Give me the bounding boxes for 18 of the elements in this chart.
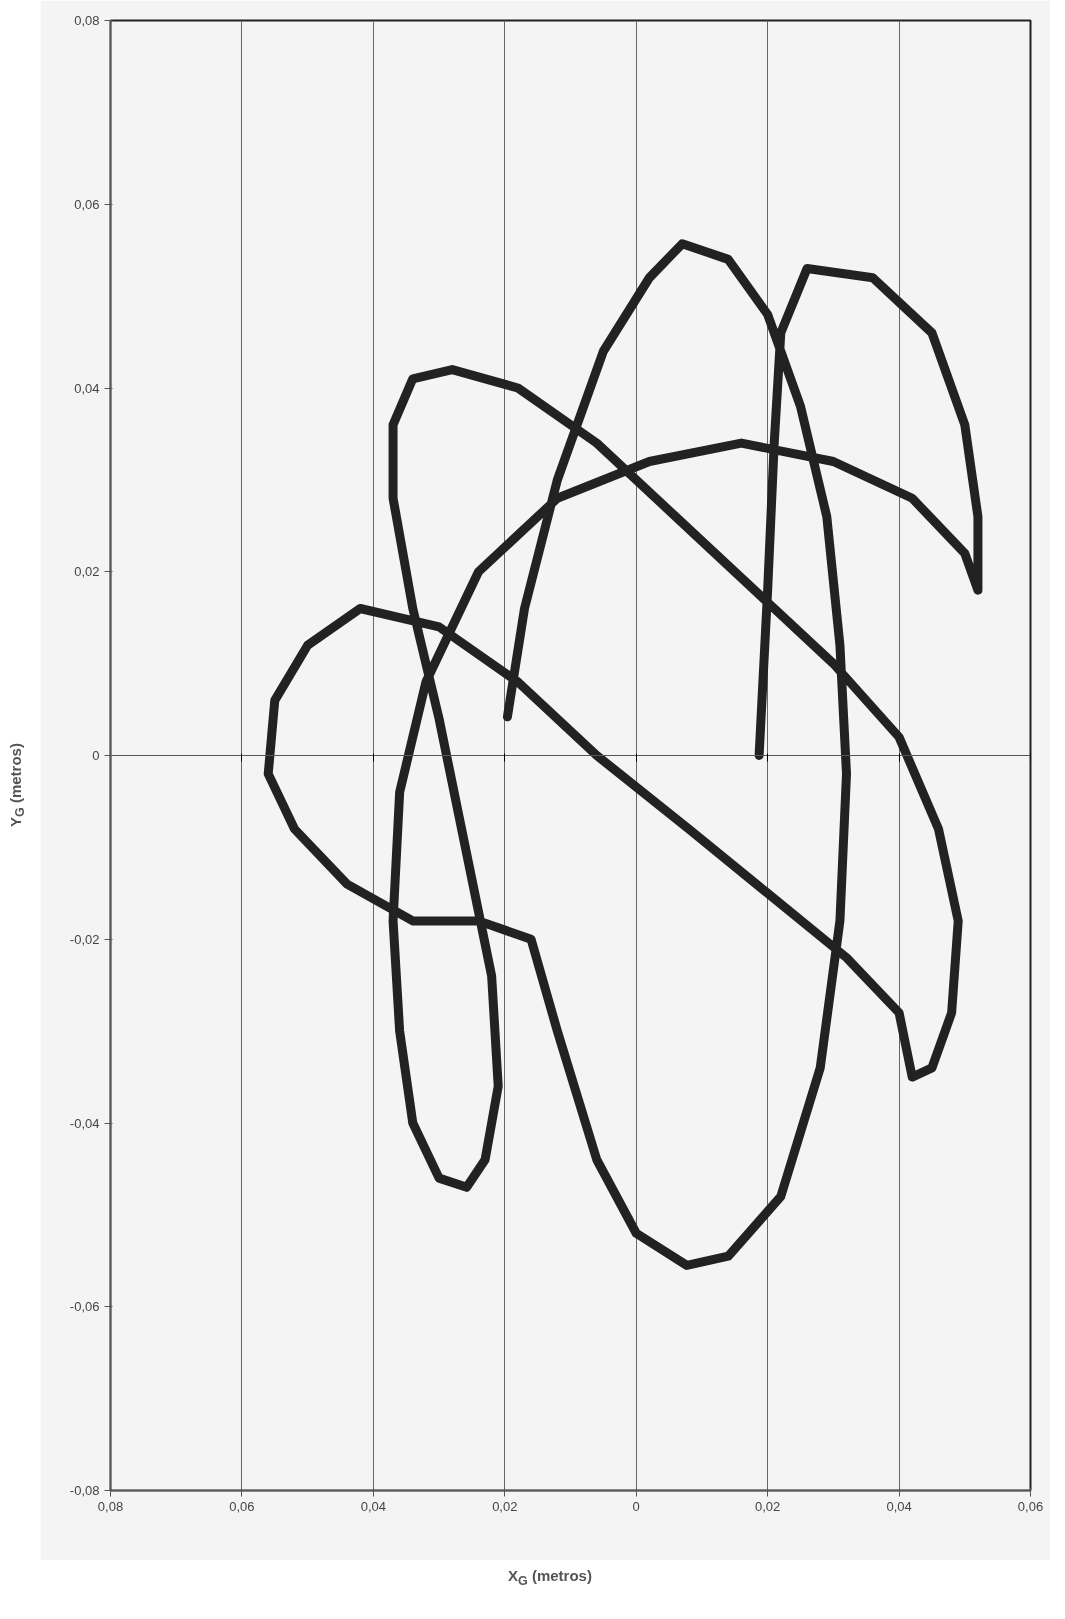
y-tick-label: 0,04 <box>74 380 100 396</box>
x-tick-label: 0,04 <box>360 1498 387 1514</box>
y-tick-label: 0,08 <box>74 13 100 28</box>
y-tick-label: 0,06 <box>74 196 100 212</box>
x-tick-label: 0 <box>632 1498 640 1514</box>
x-tick-label: 0,06 <box>229 1498 255 1514</box>
x-tick-label: 0,06 <box>1017 1498 1044 1514</box>
x-tick-label: 0,02 <box>492 1498 518 1514</box>
y-tick-label: -0,08 <box>69 1483 100 1498</box>
x-tick-label: 0,02 <box>754 1498 781 1514</box>
y-tick-label: -0,04 <box>69 1115 100 1131</box>
y-tick-label: 0 <box>92 748 100 763</box>
y-tick-label: 0,02 <box>74 564 100 580</box>
y-tick-label: -0,02 <box>69 931 100 947</box>
x-tick-label: 0,04 <box>886 1498 912 1514</box>
y-tick-label: -0,06 <box>69 1299 100 1315</box>
x-tick-label: 0,08 <box>97 1498 124 1514</box>
x-axis-title: X$_{G}$ (metros) <box>508 1566 592 1590</box>
